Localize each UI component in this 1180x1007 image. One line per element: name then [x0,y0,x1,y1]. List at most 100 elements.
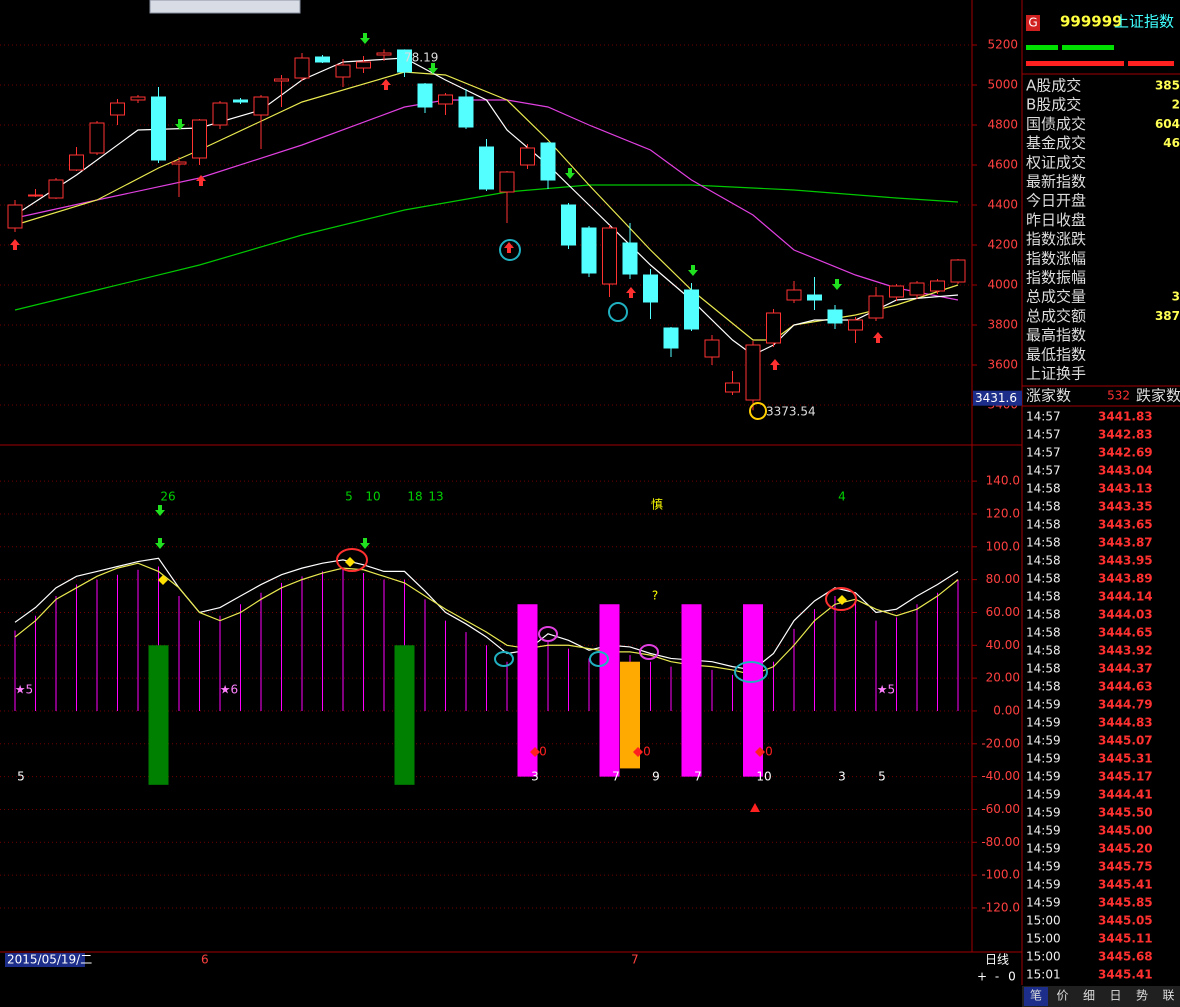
y-tick-label: -20.00 [981,736,1020,750]
tick-time: 14:57 [1026,428,1061,442]
signal-bar [620,661,640,769]
tick-time: 14:57 [1026,446,1061,460]
y-tick-label: 3600 [987,358,1018,372]
candle-body [561,204,576,246]
candle-body [89,122,105,154]
tick-price: 3444.79 [1098,698,1153,712]
tab[interactable]: 日 [1109,989,1121,1003]
tab[interactable]: 细 [1083,989,1095,1003]
candle-body [848,319,863,331]
row-label: 最新指数 [1026,173,1086,191]
row-label: 今日开盘 [1026,192,1086,210]
zoom-button[interactable]: + [977,970,987,984]
tab[interactable]: 价 [1056,989,1068,1003]
toolbar[interactable] [149,0,301,14]
tick-time: 15:00 [1026,914,1061,928]
candle-body [602,227,617,285]
y-tick-label: -120.0 [981,900,1020,914]
candle-body [622,242,638,275]
diamond [530,747,540,757]
index-name: 上证指数 [1114,13,1174,31]
advance-count: 532 [1107,389,1130,403]
up-arrow [770,359,780,370]
candle-body [192,119,207,159]
row-value: 385 [1155,79,1180,93]
diamond [837,595,847,605]
candle-body [417,83,433,108]
indicator-annotation: ★5 [877,683,895,697]
tab[interactable]: 笔 [1030,988,1042,1003]
signal-bar [148,645,169,785]
date-label: 2015/05/19/二 [7,953,92,967]
indicator-annotation: 10 [365,490,380,504]
tab[interactable]: 联 [1162,989,1174,1003]
marker-circle [608,302,628,322]
tick-time: 15:00 [1026,932,1061,946]
date-label: 6 [201,953,209,967]
row-label: 最低指数 [1026,345,1086,363]
tick-time: 14:58 [1026,500,1061,514]
candle-body [356,61,371,69]
candle-body [151,96,166,161]
candle-body [663,327,679,349]
row-value: 604 [1155,117,1180,131]
tick-price: 3445.50 [1098,806,1153,820]
date-box [5,953,85,967]
bar-deco [1128,61,1174,66]
candle-body [581,227,597,274]
signal-bar [517,604,538,777]
marker-circle [734,661,768,683]
down-arrow [360,33,370,44]
down-arrow [428,63,438,74]
zoom-button[interactable]: 0 [1008,970,1016,984]
period[interactable]: 日线 [985,953,1009,967]
tab-bar [1022,986,1180,1007]
indicator-annotation: 26 [160,490,175,504]
tick-price: 3443.92 [1098,644,1153,658]
indicator-annotation: 3 [838,770,846,784]
y-tick-label: 0.00 [993,703,1020,717]
tick-time: 14:57 [1026,464,1061,478]
y-tick-label: 60.00 [986,605,1020,619]
down-arrow [832,279,842,290]
candle-body [212,102,228,126]
indicator-annotation: 9 [652,770,660,784]
row-label: 上证换手 [1026,365,1086,383]
down-arrow [155,505,165,516]
tick-price: 3445.68 [1098,950,1153,964]
tick-time: 14:59 [1026,878,1061,892]
down-arrow [155,538,165,549]
y-tick-label: 5200 [987,38,1018,52]
candle-body [335,64,351,78]
tick-price: 3443.04 [1098,464,1153,478]
tick-time: 14:59 [1026,896,1061,910]
candle-body [253,96,269,116]
y-tick-label: 20.00 [986,671,1020,685]
bar-deco [1026,45,1058,50]
tick-price: 3444.83 [1098,716,1153,730]
tab[interactable]: 势 [1136,989,1148,1003]
up-arrow [381,79,391,90]
tick-price: 3443.65 [1098,518,1153,532]
y-tick-label: -80.00 [981,835,1020,849]
indicator-annotation: 5 [878,770,886,784]
signal-bar [599,604,620,777]
date-label: 7 [631,953,639,967]
price-annotation: 78.19 [404,51,438,65]
marker-circle [538,626,558,642]
y-tick-label: 5000 [987,78,1018,92]
marker-circle [589,651,609,667]
tick-time: 14:58 [1026,572,1061,586]
indicator-annotation: 0 [643,745,651,759]
candle-body [69,154,84,171]
tick-price: 3445.20 [1098,842,1153,856]
row-label: 昨日收盘 [1026,211,1086,229]
indicator-annotation: 5 [345,490,353,504]
candle-body [458,96,474,128]
y-tick-label: 80.00 [986,572,1020,586]
zoom-button[interactable]: - [995,970,999,984]
candle-body [294,57,310,79]
bar-deco [1062,45,1114,50]
tick-price: 3444.41 [1098,788,1153,802]
